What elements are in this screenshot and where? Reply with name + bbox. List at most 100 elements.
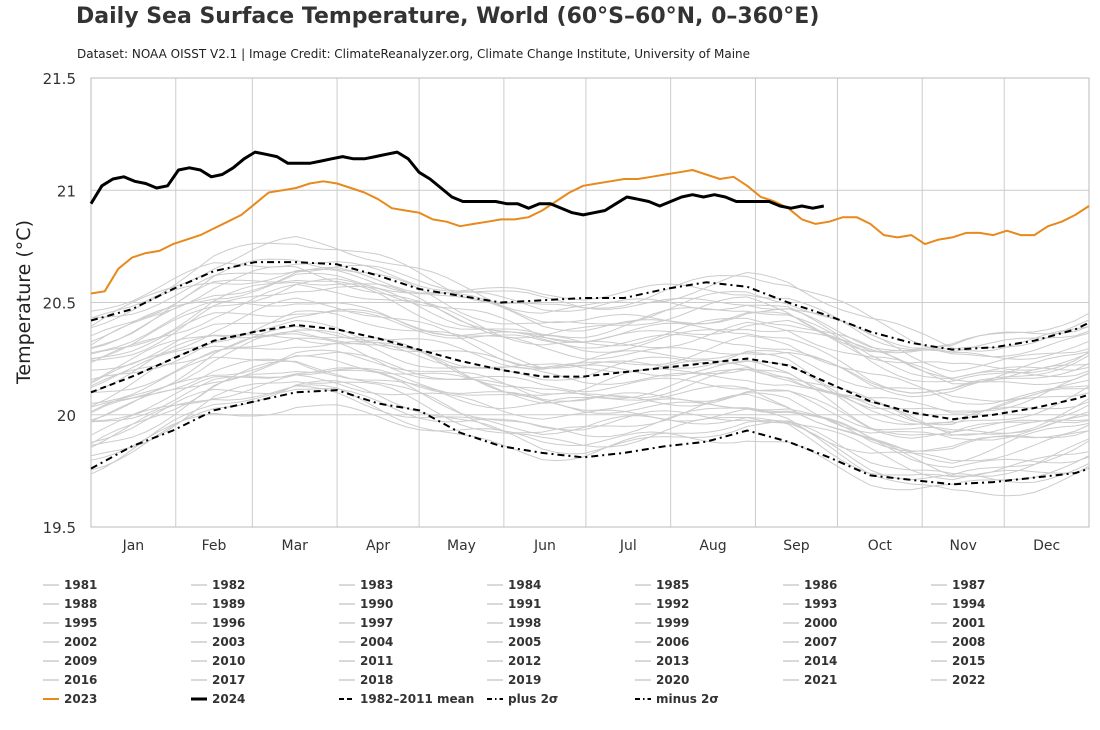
y-axis-tick-labels: 19.5 20 20.5 21 21.5 [43, 70, 76, 537]
series-line-2015 [90, 265, 1090, 385]
legend-label: 2018 [360, 673, 393, 687]
series-line-1995 [90, 351, 1090, 439]
legend-label: 2003 [212, 635, 245, 649]
legend-label: 2009 [64, 654, 97, 668]
legend-item-2021[interactable]: 2021 [783, 673, 837, 687]
legend-label: 2006 [656, 635, 689, 649]
series-line-1996 [90, 330, 1090, 436]
legend-item-2000[interactable]: 2000 [783, 616, 837, 630]
series-line-2000 [90, 325, 1090, 414]
x-tick-label-apr: Apr [366, 538, 390, 554]
legend-label: 1997 [360, 616, 393, 630]
legend-item-2013[interactable]: 2013 [635, 654, 689, 668]
legend-item-1999[interactable]: 1999 [635, 616, 689, 630]
legend-item-2002[interactable]: 2002 [43, 635, 97, 649]
legend-item-1994[interactable]: 1994 [931, 597, 985, 611]
legend-item-2009[interactable]: 2009 [43, 654, 97, 668]
legend-item-1990[interactable]: 1990 [339, 597, 393, 611]
legend-item-1989[interactable]: 1989 [191, 597, 245, 611]
legend-item-1983[interactable]: 1983 [339, 578, 393, 592]
legend-item-2017[interactable]: 2017 [191, 673, 245, 687]
series-line-2022 [90, 261, 1090, 351]
x-tick-label-jul: Jul [619, 538, 637, 554]
y-tick-label: 21.5 [43, 70, 76, 88]
legend-item-2004[interactable]: 2004 [339, 635, 393, 649]
legend-label: 2007 [804, 635, 837, 649]
legend-item-2016[interactable]: 2016 [43, 673, 97, 687]
legend-item-1985[interactable]: 1985 [635, 578, 689, 592]
series-line-1982 [90, 380, 1090, 484]
x-tick-label-oct: Oct [868, 538, 893, 554]
legend-item-2015[interactable]: 2015 [931, 654, 985, 668]
legend-item-2014[interactable]: 2014 [783, 654, 837, 668]
series-line-2021 [90, 242, 1090, 353]
legend-item-2022[interactable]: 2022 [931, 673, 985, 687]
x-tick-label-jan: Jan [122, 538, 145, 554]
legend-item-2001[interactable]: 2001 [931, 616, 985, 630]
legend-item-1997[interactable]: 1997 [339, 616, 393, 630]
legend-item-2011[interactable]: 2011 [339, 654, 393, 668]
legend-label: 2023 [64, 692, 97, 706]
legend-item-1984[interactable]: 1984 [487, 578, 541, 592]
x-tick-label-aug: Aug [699, 538, 726, 554]
legend-label: 1991 [508, 597, 541, 611]
legend-item-1993[interactable]: 1993 [783, 597, 837, 611]
legend-item-2019[interactable]: 2019 [487, 673, 541, 687]
series-line-2016 [90, 272, 1090, 358]
legend-item-1988[interactable]: 1988 [43, 597, 97, 611]
legend-label: 2005 [508, 635, 541, 649]
legend-item-1996[interactable]: 1996 [191, 616, 245, 630]
legend-label: 1990 [360, 597, 393, 611]
series-line-2019 [90, 268, 1090, 354]
past-years-lines [90, 235, 1090, 497]
legend-item-2023[interactable]: 2023 [43, 692, 97, 706]
series-line-1997 [90, 337, 1090, 436]
x-tick-label-may: May [447, 538, 476, 554]
legend-item-2006[interactable]: 2006 [635, 635, 689, 649]
legend-item-1992[interactable]: 1992 [635, 597, 689, 611]
series-line-2024 [89, 150, 825, 217]
legend-item-1982-2011-mean[interactable]: 1982–2011 mean [339, 692, 474, 706]
legend-label: 2012 [508, 654, 541, 668]
legend-item-1987[interactable]: 1987 [931, 578, 985, 592]
series-line-1984 [90, 381, 1090, 481]
legend-item-1982[interactable]: 1982 [191, 578, 245, 592]
legend-item-1991[interactable]: 1991 [487, 597, 541, 611]
legend-item-2007[interactable]: 2007 [783, 635, 837, 649]
legend-item-1986[interactable]: 1986 [783, 578, 837, 592]
legend-item-2012[interactable]: 2012 [487, 654, 541, 668]
legend-item-2003[interactable]: 2003 [191, 635, 245, 649]
series-line-2004 [90, 310, 1090, 402]
y-tick-label: 21 [57, 182, 76, 200]
chart-title: Daily Sea Surface Temperature, World (60… [76, 4, 820, 29]
legend-label: 2001 [952, 616, 985, 630]
series-line-2013 [90, 278, 1090, 371]
legend-item-2005[interactable]: 2005 [487, 635, 541, 649]
legend-label: 2022 [952, 673, 985, 687]
series-line-plus-2- [90, 261, 1090, 351]
legend-item-plus-2-[interactable]: plus 2σ [487, 692, 558, 706]
legend-item-2008[interactable]: 2008 [931, 635, 985, 649]
legend-label: 2011 [360, 654, 393, 668]
series-line-minus-2- [90, 389, 1090, 486]
series-line-1981 [90, 404, 1090, 491]
plot-area-border [90, 77, 1090, 528]
legend-item-2010[interactable]: 2010 [191, 654, 245, 668]
y-tick-label: 19.5 [43, 519, 76, 537]
series-line-1985 [90, 388, 1090, 481]
legend-item-2024[interactable]: 2024 [191, 692, 245, 706]
legend-item-1998[interactable]: 1998 [487, 616, 541, 630]
legend-item-1995[interactable]: 1995 [43, 616, 97, 630]
legend-item-2018[interactable]: 2018 [339, 673, 393, 687]
legend-item-2020[interactable]: 2020 [635, 673, 689, 687]
legend-label: 1994 [952, 597, 985, 611]
series-line-2007 [90, 310, 1090, 398]
series-line-2005 [90, 297, 1090, 405]
y-axis-label: Temperature (°C) [13, 220, 35, 385]
legend-item-1981[interactable]: 1981 [43, 578, 97, 592]
legend-label: 2008 [952, 635, 985, 649]
legend-item-minus-2-[interactable]: minus 2σ [635, 692, 719, 706]
legend-label: 1985 [656, 578, 689, 592]
legend-label: minus 2σ [656, 692, 719, 706]
